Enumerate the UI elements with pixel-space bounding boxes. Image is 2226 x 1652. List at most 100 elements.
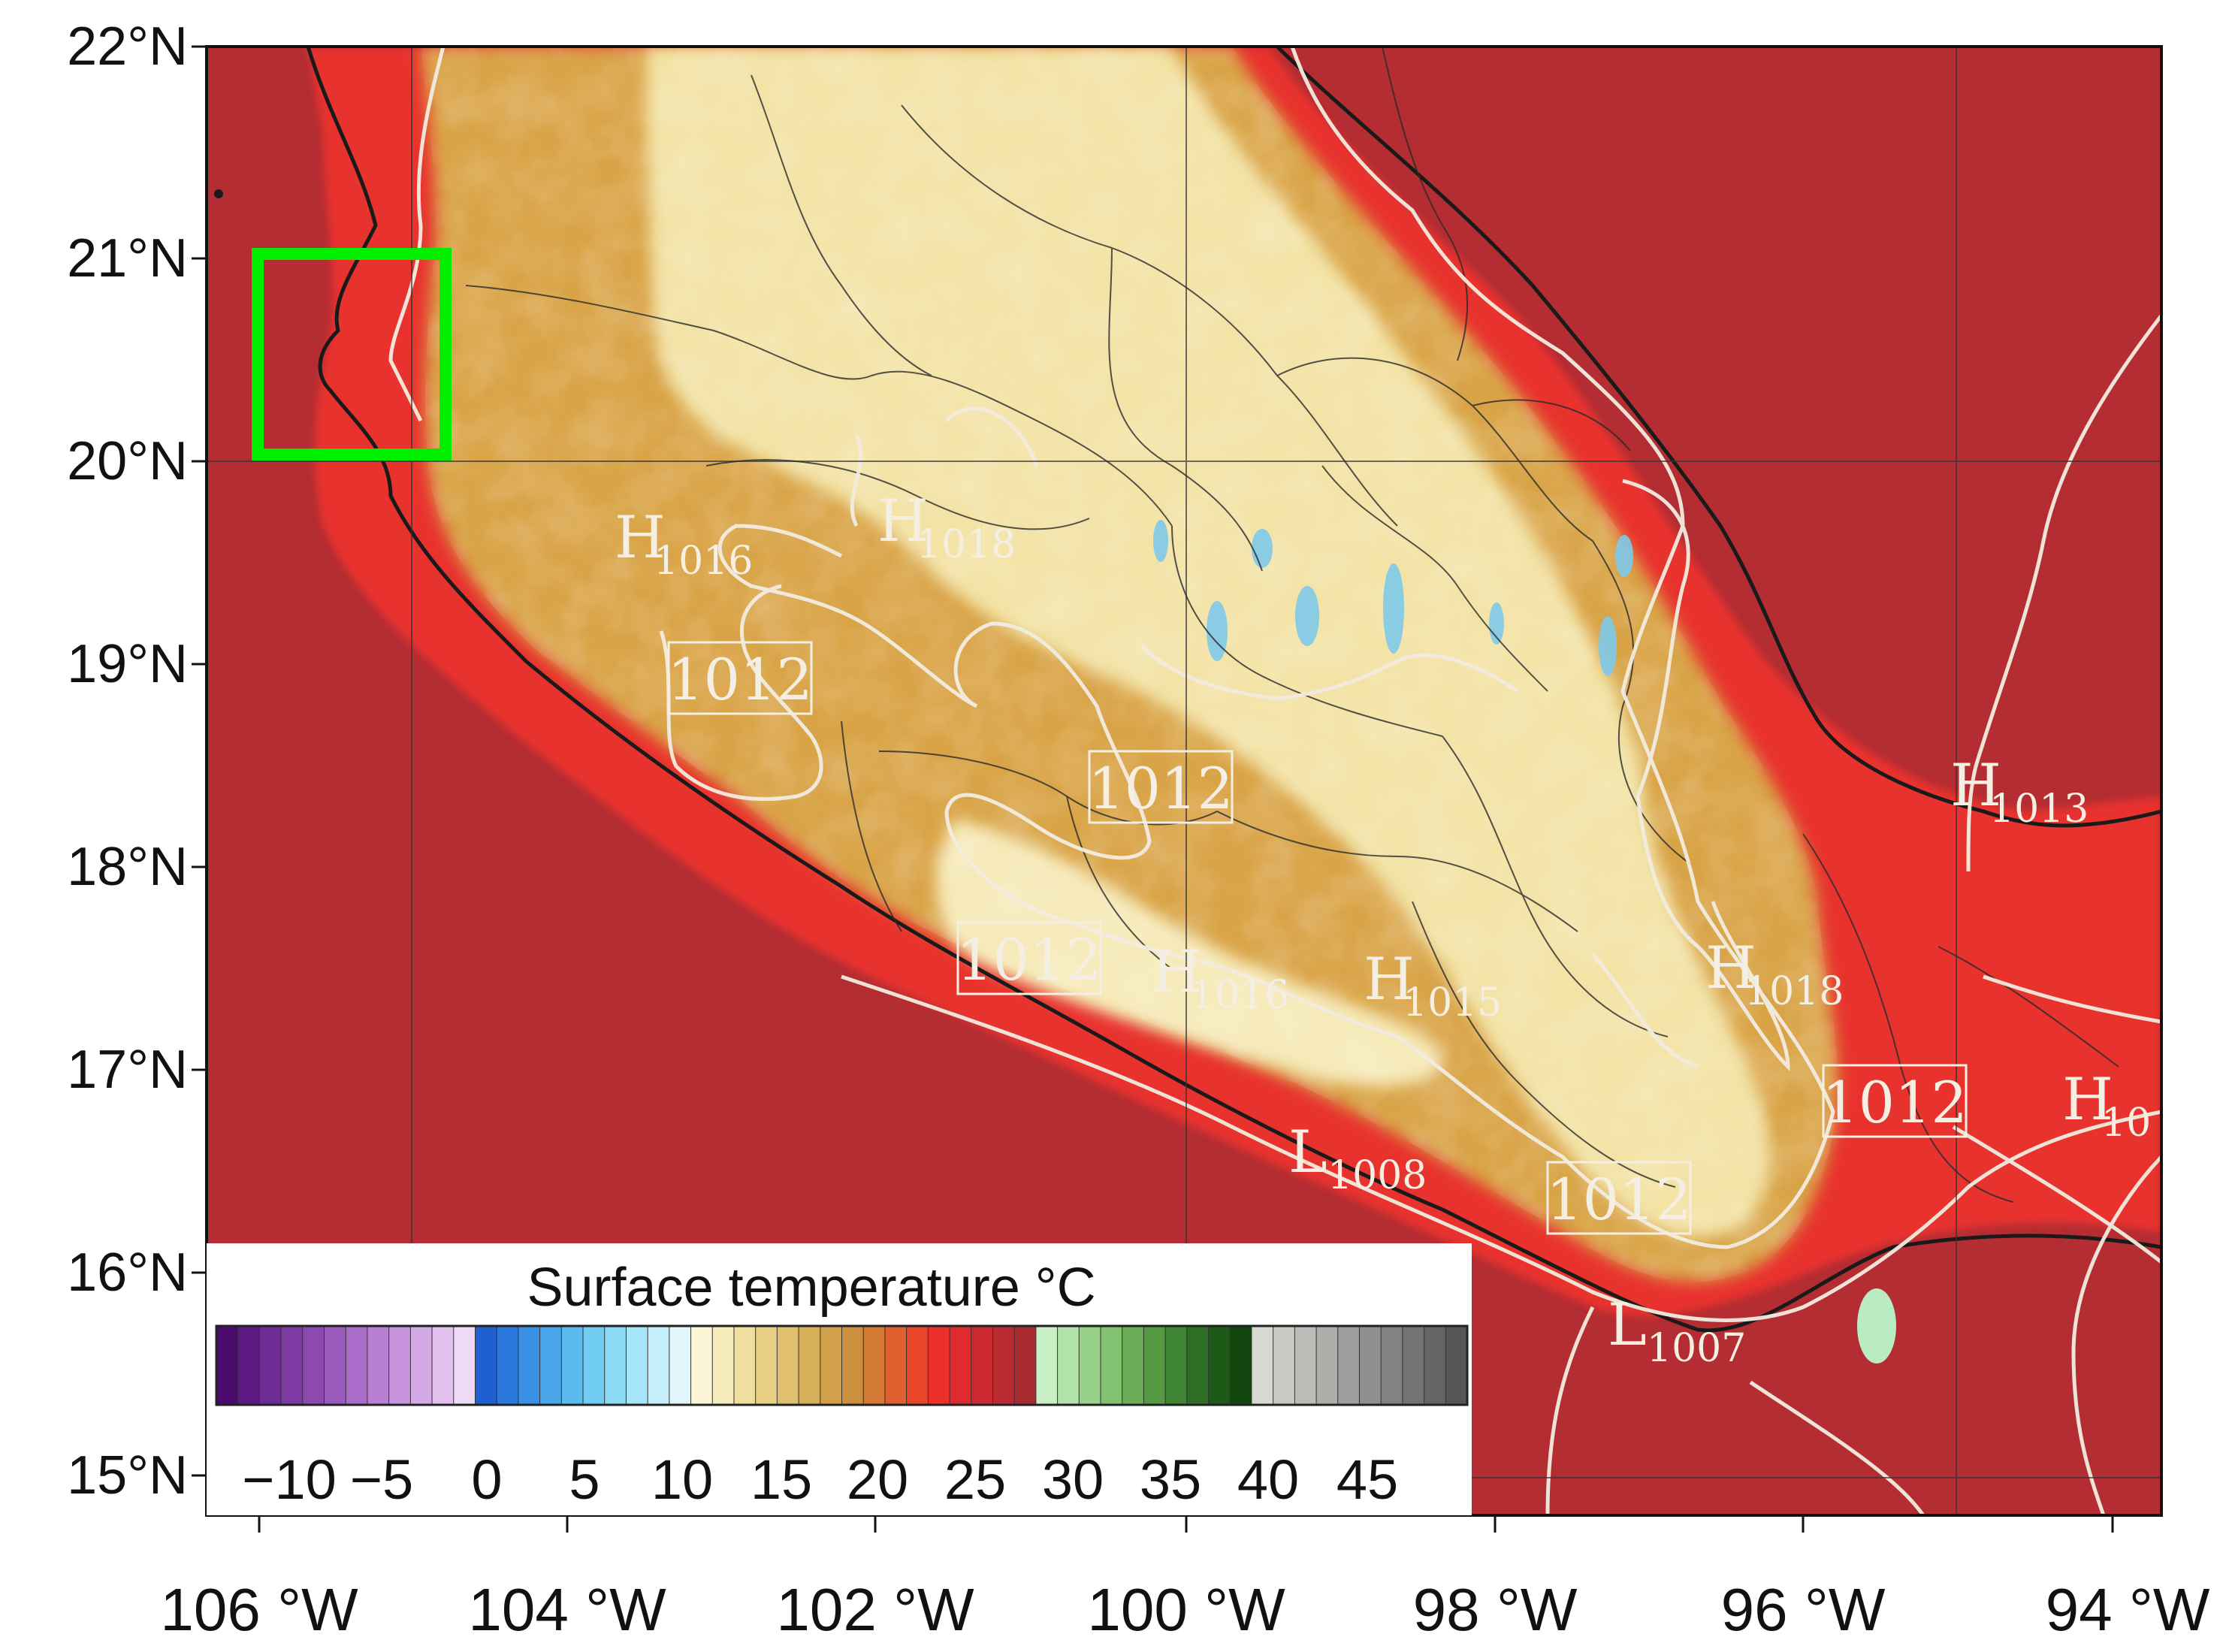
colorbar-swatch (1337, 1325, 1361, 1406)
highlight-box (252, 248, 452, 461)
pressure-center-letter: H (615, 504, 666, 572)
pressure-center-value: 1016 (654, 539, 753, 584)
colorbar-swatch (1380, 1325, 1403, 1406)
colorbar-tick-label: 45 (1337, 1448, 1398, 1511)
colorbar-swatch (582, 1325, 606, 1406)
pressure-center-letter: L (1288, 1119, 1327, 1186)
colorbar-swatch (280, 1325, 304, 1406)
latitude-label: 16°N (67, 1243, 188, 1303)
colorbar-swatch (906, 1325, 929, 1406)
colorbar-swatch (409, 1325, 433, 1406)
latitude-labels: 22°N 21°N 20°N 19°N 18°N 17°N 16°N 15°N (67, 17, 207, 1506)
longitude-label: 100 °W (1087, 1576, 1285, 1643)
colorbar-swatch (647, 1325, 670, 1406)
colorbar-swatch (518, 1325, 541, 1406)
colorbar-swatch (539, 1325, 563, 1406)
pressure-center-letter: L (1608, 1291, 1647, 1359)
colorbar-tick-label: 40 (1237, 1448, 1299, 1511)
colorbar-tick-label: 10 (651, 1448, 713, 1511)
colorbar-swatch (669, 1325, 692, 1406)
colorbar-swatch (884, 1325, 908, 1406)
pressure-center-letter: H (1364, 946, 1415, 1013)
colorbar-swatch (1013, 1325, 1037, 1406)
colorbar-swatch (388, 1325, 412, 1406)
colorbar-swatch (1445, 1325, 1468, 1406)
contour-label-box (1822, 1064, 1968, 1138)
latitude-label: 22°N (67, 17, 188, 77)
colorbar-swatch (1424, 1325, 1447, 1406)
colorbar-swatch (1315, 1325, 1339, 1406)
colorbar-swatch (733, 1325, 757, 1406)
colorbar-swatch (862, 1325, 886, 1406)
colorbar-swatch (367, 1325, 390, 1406)
colorbar-swatch (1035, 1325, 1059, 1406)
colorbar-swatch (820, 1325, 843, 1406)
contour-label-layer: 1012 1012 1012 1012 1012 (667, 641, 1968, 1235)
colorbar-swatch (1208, 1325, 1231, 1406)
contour-label-text: 1012 (956, 926, 1101, 993)
colorbar-swatch (496, 1325, 519, 1406)
state-borders (465, 47, 2119, 1203)
latitude-label: 21°N (67, 228, 188, 288)
pressure-contours (388, 47, 2161, 1515)
colorbar-swatch (690, 1325, 714, 1406)
island-dot (214, 189, 223, 198)
colorbar-swatch (971, 1325, 994, 1406)
colorbar-swatch (1143, 1325, 1167, 1406)
legend: Surface temperature °C −10 −5 0 5 10 15 20 25 30… (207, 1243, 1472, 1515)
colorbar-tick-label: −5 (350, 1448, 413, 1511)
contour-label-1012: 1012 (1822, 1064, 1968, 1138)
contour-label-1012: 1012 (1088, 750, 1234, 824)
colorbar-tick-label: 35 (1140, 1448, 1201, 1511)
longitude-label: 98 °W (1413, 1576, 1578, 1643)
green-spot (1857, 1288, 1896, 1364)
colorbar-swatch (302, 1325, 325, 1406)
colorbar-frame (215, 1324, 1469, 1406)
colorbar-swatch (258, 1325, 282, 1406)
longitude-label: 104 °W (468, 1576, 666, 1643)
contour-label-text: 1012 (1088, 755, 1233, 822)
colorbar-swatch (949, 1325, 972, 1406)
legend-title: Surface temperature °C (527, 1258, 1095, 1318)
colorbar-swatch (798, 1325, 821, 1406)
colorbar-swatch (1100, 1325, 1123, 1406)
colorbar-swatch (776, 1325, 800, 1406)
cold-peaks (1153, 520, 1633, 676)
coastline (306, 47, 2161, 1333)
colorbar-tick-label: 25 (944, 1448, 1006, 1511)
colorbar-swatch (1057, 1325, 1080, 1406)
colorbar-tick-label: 20 (847, 1448, 908, 1511)
colorbar-tick-label: 30 (1042, 1448, 1104, 1511)
colorbar-swatch (324, 1325, 347, 1406)
pressure-center-value: 1016 (1190, 973, 1289, 1018)
colorbar-tick-label: 0 (471, 1448, 502, 1511)
longitude-label: 94 °W (2046, 1576, 2210, 1643)
colorbar-swatch (345, 1325, 368, 1406)
low-pressure-center: L 1008 (1288, 1119, 1427, 1198)
colorbar-tick-label: 15 (751, 1448, 812, 1511)
legend-tick-labels: −10 −5 0 5 10 15 20 25 30 35 40 45 (242, 1448, 1398, 1511)
colorbar-swatch (237, 1325, 261, 1406)
legend-colorbar (215, 1324, 1469, 1406)
pressure-center-letter: H (1950, 752, 2001, 820)
colorbar-swatch (216, 1325, 239, 1406)
colorbar-tick-label: −10 (242, 1448, 337, 1511)
contour-label-1012: 1012 (667, 641, 813, 715)
colorbar-swatch (755, 1325, 778, 1406)
latitude-label: 20°N (67, 431, 188, 491)
contour-label-text: 1012 (667, 646, 812, 713)
contour-label-box (667, 641, 813, 715)
pressure-center-value: 1007 (1647, 1326, 1746, 1371)
colorbar-swatch (474, 1325, 498, 1406)
colorbar-swatch (1229, 1325, 1252, 1406)
pressure-center-value: 1018 (917, 522, 1016, 567)
longitude-labels: 106 °W 104 °W 102 °W 100 °W 98 °W 96 °W 94 °W (160, 1515, 2210, 1643)
colorbar-swatch (1164, 1325, 1188, 1406)
